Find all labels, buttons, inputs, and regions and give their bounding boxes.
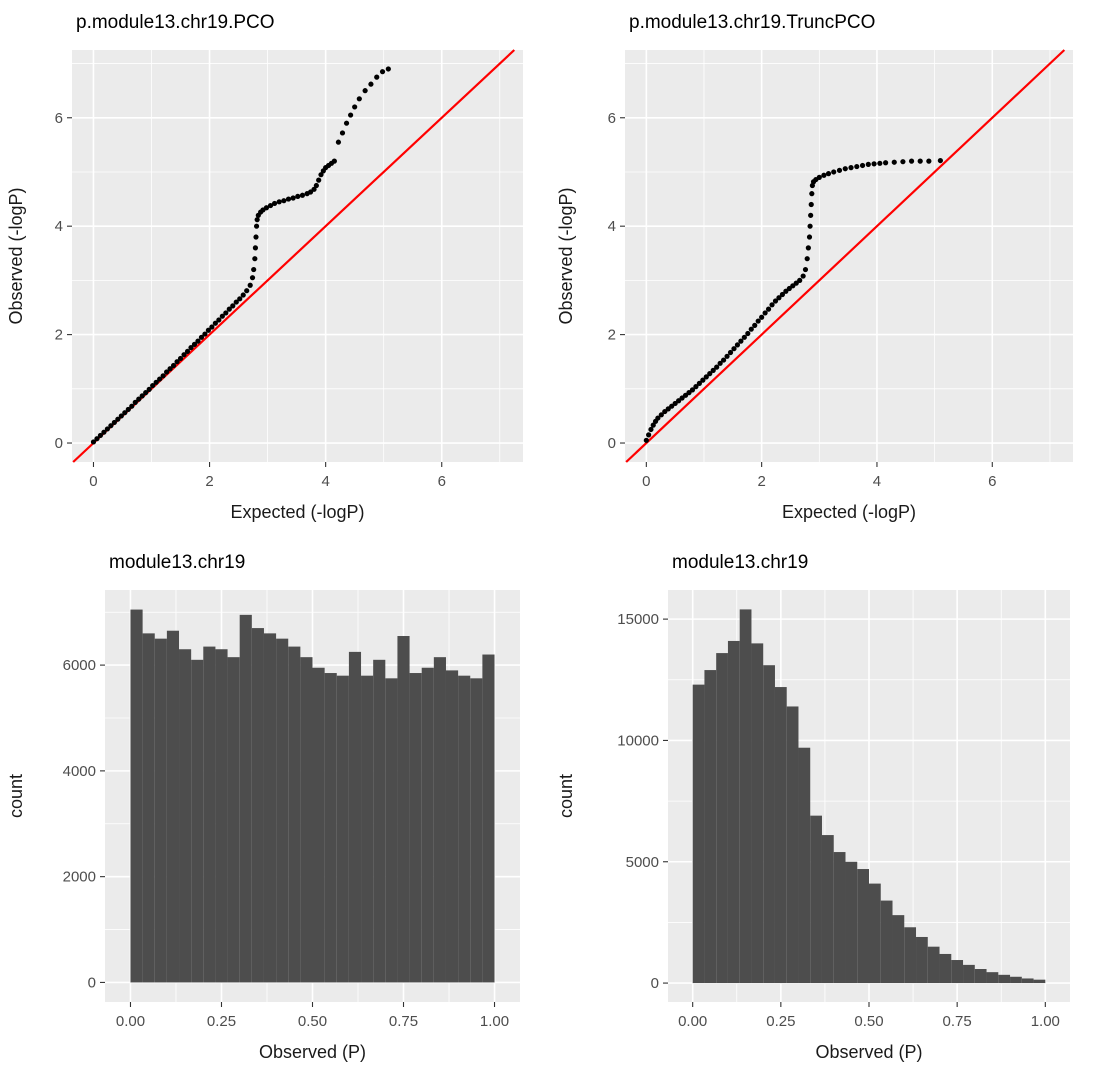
svg-text:2000: 2000 [63, 869, 96, 886]
chart-title-qq-pco: p.module13.chr19.PCO [76, 12, 275, 33]
svg-text:5000: 5000 [626, 854, 659, 871]
chart-title-hist-left: module13.chr19 [109, 552, 246, 573]
svg-text:2: 2 [205, 473, 213, 490]
svg-text:10000: 10000 [617, 732, 659, 749]
svg-text:0: 0 [55, 435, 63, 452]
chart-title-qq-truncpco: p.module13.chr19.TruncPCO [629, 12, 876, 33]
svg-text:4: 4 [873, 473, 881, 490]
svg-text:2: 2 [55, 327, 63, 344]
histogram-skewed: module13.chr19 0.00 0.25 0.50 0.75 1.00 0 5000… [550, 540, 1100, 1080]
svg-text:0.50: 0.50 [298, 1013, 327, 1030]
svg-text:6: 6 [988, 473, 996, 490]
svg-text:2: 2 [757, 473, 765, 490]
svg-text:6: 6 [608, 110, 616, 127]
svg-text:0.00: 0.00 [116, 1013, 145, 1030]
svg-text:0.25: 0.25 [766, 1013, 795, 1030]
qq-plot-pco-canvas: 0 2 4 6 0 2 4 6 Expected (-logP) Observed (-logP) [6, 49, 523, 522]
svg-text:0.75: 0.75 [389, 1013, 418, 1030]
svg-text:0: 0 [608, 435, 616, 452]
svg-text:0.75: 0.75 [943, 1013, 972, 1030]
svg-text:0: 0 [642, 473, 650, 490]
svg-text:0.25: 0.25 [207, 1013, 236, 1030]
svg-text:4000: 4000 [63, 763, 96, 780]
svg-text:6: 6 [438, 473, 446, 490]
svg-text:0: 0 [651, 975, 659, 992]
svg-text:6000: 6000 [63, 657, 96, 674]
svg-text:0: 0 [89, 473, 97, 490]
svg-text:1.00: 1.00 [480, 1013, 509, 1030]
svg-text:Observed (-logP): Observed (-logP) [556, 187, 576, 324]
svg-text:1.00: 1.00 [1031, 1013, 1060, 1030]
qq-plot-pco: p.module13.chr19.PCO 0 2 4 6 0 2 4 6 Expected (-… [0, 0, 550, 540]
svg-text:Observed (P): Observed (P) [815, 1042, 922, 1062]
svg-text:6: 6 [55, 110, 63, 127]
qq-plot-truncpco: p.module13.chr19.TruncPCO 0 2 4 6 0 2 4 6 Expect… [550, 0, 1100, 540]
svg-text:2: 2 [608, 327, 616, 344]
chart-title-hist-right: module13.chr19 [672, 552, 809, 573]
svg-text:4: 4 [608, 218, 616, 235]
svg-text:0.50: 0.50 [854, 1013, 883, 1030]
svg-text:count: count [6, 774, 26, 818]
qq-plot-truncpco-canvas: 0 2 4 6 0 2 4 6 Expected (-logP) Observed (-logP) [556, 49, 1073, 522]
svg-text:Observed (-logP): Observed (-logP) [6, 187, 26, 324]
svg-text:count: count [556, 774, 576, 818]
histogram-uniform: module13.chr19 0.00 0.25 0.50 0.75 1.00 0 2000… [0, 540, 550, 1080]
histogram-skewed-canvas: 0.00 0.25 0.50 0.75 1.00 0 5000 10000 15000 Obser… [556, 590, 1070, 1062]
svg-text:Expected (-logP): Expected (-logP) [230, 502, 364, 522]
svg-text:Observed (P): Observed (P) [259, 1042, 366, 1062]
svg-text:0: 0 [88, 974, 96, 991]
svg-text:4: 4 [55, 218, 63, 235]
histogram-uniform-canvas: 0.00 0.25 0.50 0.75 1.00 0 2000 4000 6000 Observe… [6, 590, 520, 1062]
svg-text:4: 4 [321, 473, 329, 490]
svg-text:Expected (-logP): Expected (-logP) [782, 502, 916, 522]
svg-text:0.00: 0.00 [678, 1013, 707, 1030]
svg-text:15000: 15000 [617, 611, 659, 628]
